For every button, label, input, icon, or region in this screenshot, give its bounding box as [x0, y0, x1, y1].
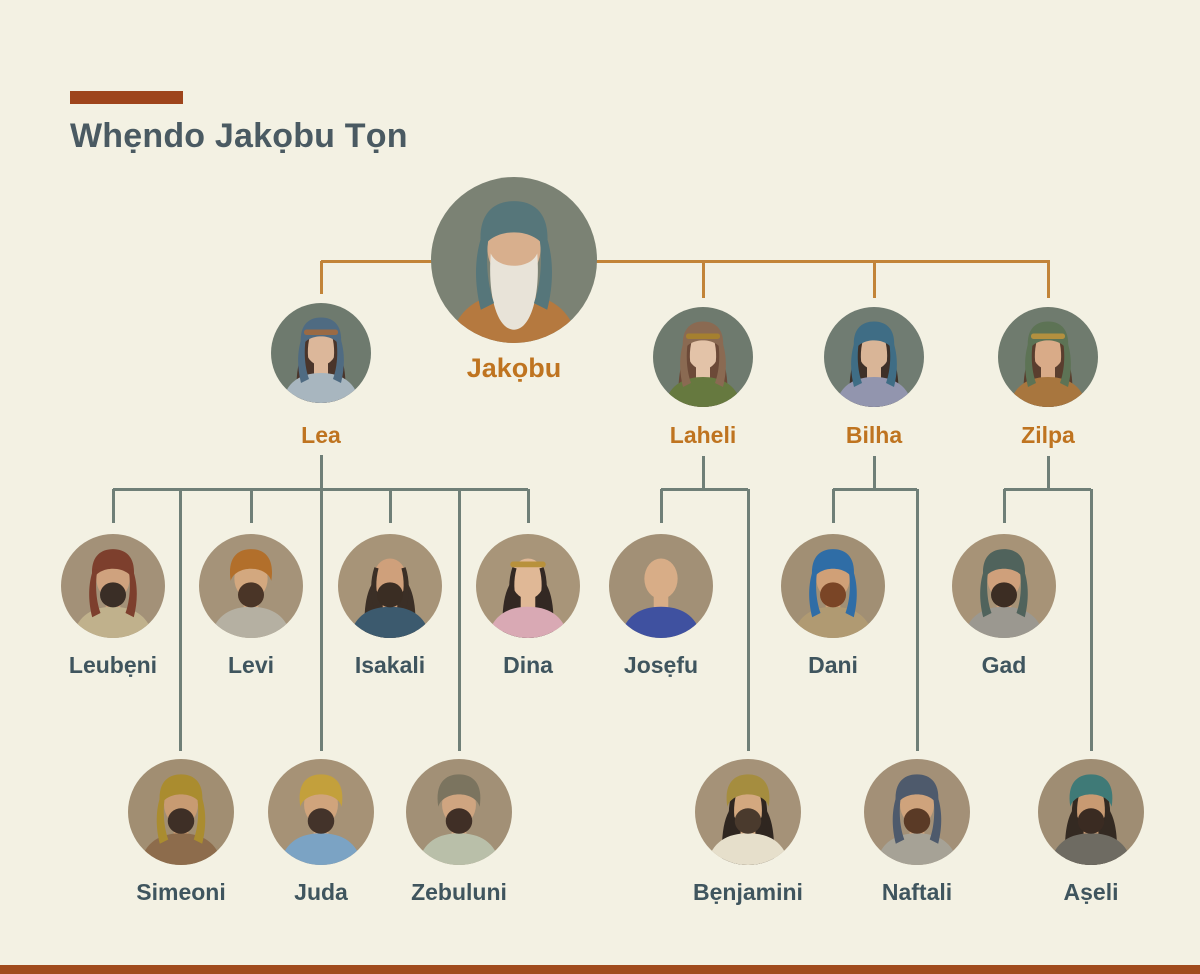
- descent-connector-line: [915, 489, 919, 751]
- marriage-connector-line: [321, 259, 437, 263]
- marriage-connector-line: [592, 259, 1050, 263]
- page-title: Whẹndo Jakọbu Tọn: [70, 117, 408, 155]
- person-label-zebuluni: Zebuluni: [411, 879, 507, 905]
- portrait-benjamini: [695, 759, 801, 865]
- portrait-isakali: [338, 534, 442, 638]
- descent-connector-line: [661, 487, 748, 491]
- descent-connector-line: [831, 489, 835, 523]
- descent-connector-line: [249, 489, 253, 523]
- person-label-isakali: Isakali: [354, 652, 426, 678]
- portrait-zilpa: [998, 307, 1098, 407]
- portrait-aseli: [1038, 759, 1144, 865]
- portrait-josefu: [609, 534, 713, 638]
- portrait-laheli: [653, 307, 753, 407]
- person-label-bilha: Bilha: [845, 422, 903, 448]
- portrait-leubeni: [61, 534, 165, 638]
- marriage-connector-line: [1046, 261, 1050, 298]
- descent-connector-line: [178, 489, 182, 751]
- person-label-zilpa: Zilpa: [1021, 422, 1075, 448]
- descent-connector-line: [1004, 487, 1091, 491]
- descent-connector-line: [1002, 489, 1006, 523]
- portrait-bilha: [824, 307, 924, 407]
- descent-connector-line: [526, 489, 530, 523]
- descent-connector-line: [113, 487, 528, 491]
- descent-connector-line: [111, 489, 115, 523]
- portrait-simeoni: [128, 759, 234, 865]
- footer-bar: [0, 965, 1200, 974]
- person-label-laheli: Laheli: [669, 422, 737, 448]
- portrait-jakobu: [431, 177, 597, 343]
- portrait-juda: [268, 759, 374, 865]
- portrait-naftali: [864, 759, 970, 865]
- person-label-jakobu: Jakọbu: [466, 353, 562, 383]
- descent-connector-line: [701, 456, 705, 489]
- descent-connector-line: [1046, 456, 1050, 489]
- portrait-gad: [952, 534, 1056, 638]
- person-label-leubeni: Leubẹni: [68, 652, 158, 678]
- person-label-gad: Gad: [981, 652, 1027, 678]
- portrait-dani: [781, 534, 885, 638]
- portrait-lea: [271, 303, 371, 403]
- portrait-levi: [199, 534, 303, 638]
- descent-connector-line: [872, 456, 876, 489]
- person-label-juda: Juda: [294, 879, 348, 905]
- descent-connector-line: [319, 455, 323, 751]
- marriage-connector-line: [701, 261, 705, 298]
- descent-connector-line: [1089, 489, 1093, 751]
- person-label-lea: Lea: [301, 422, 341, 448]
- person-label-naftali: Naftali: [881, 879, 953, 905]
- person-label-aseli: Aṣeli: [1063, 879, 1119, 905]
- descent-connector-line: [388, 489, 392, 523]
- portrait-dina: [476, 534, 580, 638]
- person-label-simeoni: Simeoni: [136, 879, 226, 905]
- descent-connector-line: [659, 489, 663, 523]
- person-label-benjamini: Bẹnjamini: [693, 879, 803, 905]
- title-accent-bar: [70, 91, 183, 104]
- person-label-josefu: Josẹfu: [623, 652, 699, 678]
- portrait-zebuluni: [406, 759, 512, 865]
- marriage-connector-line: [872, 261, 876, 298]
- person-label-dina: Dina: [503, 652, 553, 678]
- marriage-connector-line: [319, 261, 323, 294]
- person-label-dani: Dani: [808, 652, 858, 678]
- person-label-levi: Levi: [227, 652, 275, 678]
- descent-connector-line: [457, 489, 461, 751]
- descent-connector-line: [746, 489, 750, 751]
- descent-connector-line: [833, 487, 917, 491]
